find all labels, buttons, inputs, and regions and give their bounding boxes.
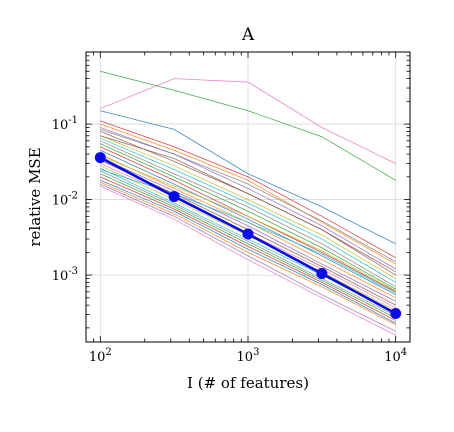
- series-line-12: [100, 149, 396, 296]
- x-tick-label-2: 104: [384, 347, 407, 365]
- series-line-21: [100, 176, 396, 321]
- series-line-3: [100, 120, 396, 259]
- series-line-20: [100, 173, 396, 319]
- series-line-8: [100, 137, 396, 283]
- series-line-1: [100, 78, 396, 164]
- mean-point-3: [316, 267, 328, 279]
- series-line-28: [100, 135, 396, 273]
- mean-point-0: [94, 152, 106, 164]
- series-line-24: [100, 183, 396, 332]
- chart-title: A: [241, 25, 255, 45]
- x-ticks: 102 103 104: [85, 52, 407, 365]
- x-tick-label-0: 102: [89, 347, 112, 365]
- mean-point-2: [242, 228, 254, 240]
- series-line-22: [100, 179, 396, 324]
- series-line-4: [100, 123, 396, 265]
- x-axis-label: I (# of features): [187, 374, 309, 392]
- series-line-26: [100, 169, 396, 294]
- y-tick-label-1: 10-2: [52, 191, 78, 209]
- series-line-7: [100, 135, 396, 279]
- series-line-25: [100, 185, 396, 336]
- series-line-27: [100, 155, 396, 292]
- series-line-29: [100, 129, 396, 263]
- y-ticks: 10-1 10-2 10-3: [52, 51, 410, 329]
- y-axis-label: relative MSE: [26, 147, 44, 246]
- mean-point-1: [168, 190, 180, 202]
- series-line-14: [100, 157, 396, 302]
- y-tick-label-2: 10-3: [52, 266, 78, 284]
- series-line-2: [100, 110, 396, 245]
- y-tick-label-0: 10-1: [52, 115, 78, 133]
- x-tick-label-1: 103: [237, 347, 260, 365]
- mean-point-4: [390, 307, 402, 319]
- series-line-9: [100, 140, 396, 288]
- series-line-5: [100, 127, 396, 270]
- series-line-10: [100, 143, 396, 290]
- series-line-0: [100, 70, 396, 181]
- series-line-19: [100, 170, 396, 317]
- series-line-23: [100, 181, 396, 326]
- mean-series: [94, 152, 402, 319]
